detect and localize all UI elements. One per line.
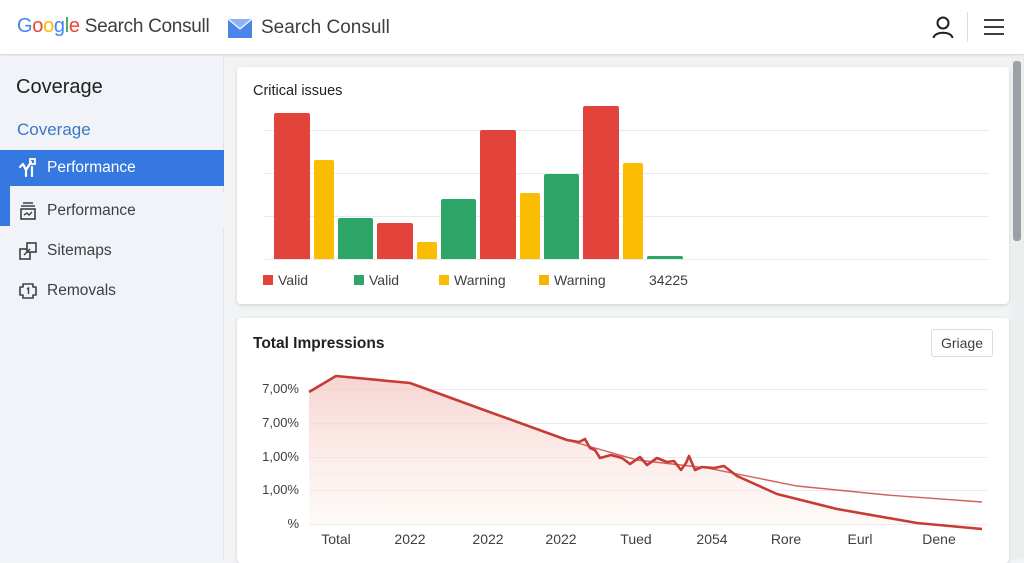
critical-issues-card: Critical issues Valid Valid Warning Warn… <box>237 67 1009 304</box>
bar[interactable] <box>314 160 334 259</box>
logo-letter: l <box>64 15 69 37</box>
gridline <box>309 389 987 390</box>
x-axis-label: Eurl <box>847 531 873 547</box>
toolbar-divider <box>967 12 968 42</box>
logo-letter: e <box>68 15 80 37</box>
sidebar-item-performance-2[interactable]: Performance <box>10 193 224 229</box>
legend-value: 34225 <box>649 272 688 288</box>
x-axis-label: Dene <box>922 531 956 547</box>
sidebar: Coverage Coverage Performance Performanc… <box>0 56 224 559</box>
total-impressions-card: Total Impressions Griage 7,00% 7,00% 1,0… <box>237 318 1009 563</box>
legend-swatch <box>263 275 273 285</box>
logo-letter: G <box>17 15 33 37</box>
y-axis-label: 7,00% <box>262 415 299 430</box>
card-title: Total Impressions <box>253 335 385 352</box>
logo-letter: o <box>43 15 54 37</box>
legend-label: Valid <box>278 272 309 288</box>
y-axis-label: 1,00% <box>262 482 299 497</box>
y-axis-label: % <box>287 516 299 531</box>
y-axis-label: 1,00% <box>262 449 299 464</box>
bar[interactable] <box>520 193 540 259</box>
legend-item[interactable]: Warning <box>439 272 506 288</box>
trend-line <box>566 439 983 503</box>
app-title: Search Consull <box>261 17 390 38</box>
x-axis-label: 2054 <box>696 531 728 547</box>
legend-label: Valid <box>369 272 400 288</box>
sitemap-icon <box>19 242 37 260</box>
impressions-line-chart[interactable] <box>237 318 1009 563</box>
area-fill <box>309 376 982 529</box>
trend-chart-icon <box>18 158 36 178</box>
hamburger-menu-icon[interactable] <box>983 17 1005 37</box>
bar[interactable] <box>377 223 413 259</box>
gridline <box>264 259 989 260</box>
bar[interactable] <box>623 163 643 259</box>
bar[interactable] <box>480 130 516 259</box>
user-icon[interactable] <box>930 14 956 40</box>
legend-swatch <box>439 275 449 285</box>
legend-swatch <box>354 275 364 285</box>
card-title: Critical issues <box>253 83 343 99</box>
x-axis-label: 2022 <box>394 531 426 547</box>
legend-label: Warning <box>454 272 506 288</box>
sidebar-item-label: Sitemaps <box>47 242 112 259</box>
sidebar-section-link[interactable]: Coverage <box>17 120 91 139</box>
legend-label: Warning <box>554 272 606 288</box>
gridline <box>264 130 989 131</box>
bar[interactable] <box>544 174 579 259</box>
legend-item[interactable]: Warning <box>539 272 606 288</box>
removals-icon <box>19 283 37 299</box>
legend-item[interactable]: Valid <box>263 272 308 288</box>
scrollbar-thumb[interactable] <box>1013 61 1021 241</box>
impressions-line <box>308 374 983 531</box>
x-axis-label: 2022 <box>545 531 577 547</box>
y-axis-label: 7,00% <box>262 381 299 396</box>
bar[interactable] <box>274 113 310 259</box>
bar[interactable] <box>647 256 683 259</box>
sidebar-item-label: Performance <box>47 159 136 176</box>
griage-button[interactable]: Griage <box>931 329 993 357</box>
chart-legend: Valid Valid Warning Warning 34225 <box>237 272 1009 292</box>
logo-product-name: Search Consull <box>84 16 210 37</box>
sidebar-item-label: Removals <box>47 282 116 299</box>
x-axis-label: Tued <box>620 531 652 547</box>
x-axis-label: 2022 <box>472 531 504 547</box>
mail-icon <box>228 18 252 38</box>
sidebar-item-removals[interactable]: Removals <box>0 273 224 309</box>
inbox-tray-icon <box>20 202 36 220</box>
legend-swatch <box>539 275 549 285</box>
bar[interactable] <box>417 242 437 259</box>
sidebar-item-label: Performance <box>47 202 136 219</box>
x-axis-label: Total <box>321 531 351 547</box>
gridline <box>309 457 987 458</box>
sidebar-title: Coverage <box>16 76 103 98</box>
bar[interactable] <box>583 106 619 259</box>
sidebar-item-performance[interactable]: Performance <box>0 150 224 186</box>
gridline <box>309 423 987 424</box>
logo-letter: g <box>53 15 65 37</box>
sidebar-item-sitemaps[interactable]: Sitemaps <box>0 233 224 269</box>
logo-letter: o <box>32 15 44 37</box>
active-indicator <box>0 186 10 226</box>
gridline <box>309 524 987 525</box>
bar[interactable] <box>338 218 373 259</box>
x-axis-label: Rore <box>770 531 802 547</box>
bar[interactable] <box>441 199 476 259</box>
legend-item[interactable]: Valid <box>354 272 399 288</box>
